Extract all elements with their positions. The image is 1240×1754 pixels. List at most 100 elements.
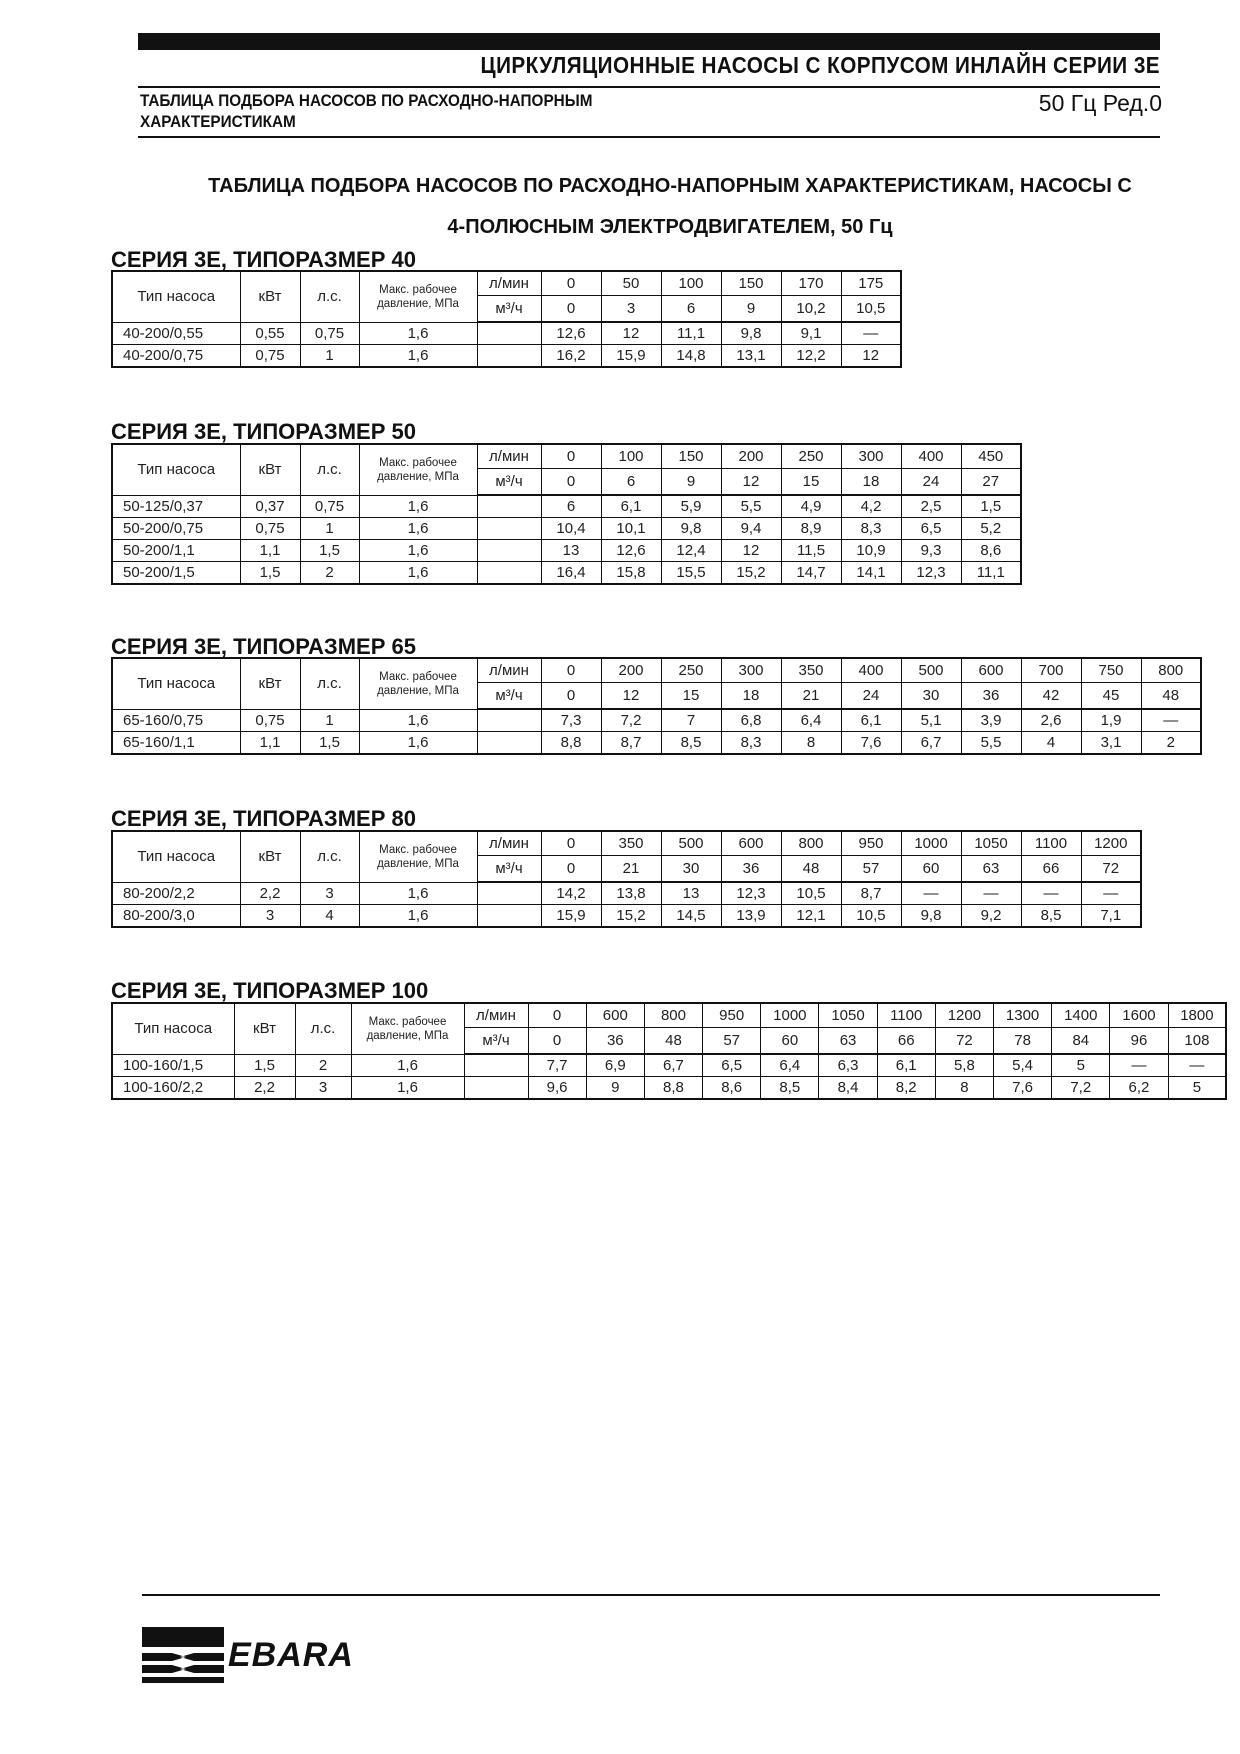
document-title: ЦИРКУЛЯЦИОННЫЕ НАСОСЫ С КОРПУСОМ ИНЛАЙН … [480,52,1160,78]
flow-m3h: 0 [540,855,602,883]
flow-m3h: 18 [840,468,902,496]
power-kw: 0,75 [239,708,301,732]
empty-cell [463,1053,529,1077]
flow-m3h: 6 [660,295,722,323]
head-value: 8,3 [720,731,782,755]
head-value: 7,3 [540,708,602,732]
head-value: 11,1 [960,561,1022,585]
ebara-logo-icon [142,1627,224,1683]
empty-cell [463,1076,529,1100]
head-value: 13 [540,539,602,562]
pump-type: 50-200/1,1 [111,539,241,562]
flow-lmin: 300 [840,443,902,469]
table-row: 100-160/2,2 2,2 3 1,6 9,6 9 8,8 8,6 8,5 8,4 8,2 8 7,… [111,1076,1227,1100]
flow-m3h: 21 [780,682,842,710]
power-kw: 1,1 [239,731,301,755]
flow-m3h: 63 [818,1027,878,1055]
head-value: 7,2 [600,708,662,732]
main-title-line1: ТАБЛИЦА ПОДБОРА НАСОСОВ ПО РАСХОДНО-НАПО… [208,175,1132,197]
table-row: 40-200/0,55 0,55 0,75 1,6 12,6 12 11,1 9,8 9,1— [111,321,902,345]
head-value: — [1080,881,1142,905]
flow-m3h: 3 [600,295,662,323]
head-value: 12,3 [720,881,782,905]
head-value: 8,7 [840,881,902,905]
power-kw: 1,5 [233,1053,296,1077]
head-value: 13,9 [720,904,782,928]
flow-lmin: 800 [643,1002,704,1028]
empty-cell [476,881,542,905]
head-value: 8,9 [780,517,842,540]
unit-lmin: л/мин [476,270,542,296]
flow-lmin: 1100 [1020,830,1082,856]
flow-lmin: 50 [600,270,662,296]
head-value: 5,9 [660,494,722,518]
max-pressure: 1,6 [350,1076,465,1100]
head-value: 9,2 [960,904,1022,928]
header-row: м³/ч 0 3 6 9 10,2 10,5 [112,295,902,323]
flow-lmin: 500 [900,657,962,683]
col-kw: кВт [239,657,301,710]
head-value: 7,6 [992,1076,1053,1100]
head-value: 5,5 [960,731,1022,755]
max-pressure: 1,6 [358,539,478,562]
flow-m3h: 66 [1020,855,1082,883]
flow-m3h: 15 [660,682,722,710]
pump-type: 80-200/2,2 [111,881,241,905]
flow-lmin: 250 [660,657,722,683]
flow-lmin: 175 [840,270,902,296]
max-pressure: 1,6 [358,881,478,905]
head-value: 6,4 [780,708,842,732]
flow-m3h: 6 [600,468,662,496]
max-pressure: 1,6 [358,561,478,585]
head-value: 8,5 [660,731,722,755]
col-type: Тип насоса [111,657,241,710]
table-row: 65-160/0,75 0,75 1 1,6 7,3 7,2 7 6,8 6,4 6,1 5,1 3,… [111,708,1202,732]
head-value: 10,1 [600,517,662,540]
col-pressure: Макс. рабочее давление, МПа [358,270,478,323]
flow-lmin: 100 [600,443,662,469]
empty-cell [476,904,542,928]
col-type: Тип насоса [111,830,241,883]
head-value: 8,5 [1020,904,1082,928]
unit-lmin: л/мин [476,657,542,683]
flow-m3h: 84 [1051,1027,1111,1055]
flow-m3h: 9 [720,295,782,323]
flow-m3h: 10,2 [780,295,842,323]
flow-lmin: 400 [840,657,902,683]
flow-lmin: 0 [527,1002,587,1028]
col-hp: л.с. [299,443,360,496]
footer-divider [142,1594,1160,1596]
flow-m3h: 36 [960,682,1022,710]
head-value: — [900,881,962,905]
flow-lmin: 600 [585,1002,645,1028]
flow-lmin: 0 [540,270,602,296]
power-kw: 0,55 [239,321,301,345]
flow-lmin: 0 [540,830,602,856]
series-heading: СЕРИЯ 3Е, ТИПОРАЗМЕР 65 [111,634,416,659]
flow-lmin: 1400 [1051,1002,1111,1028]
table-row: 65-160/1,1 1,1 1,5 1,6 8,8 8,7 8,5 8,3 8 7,6 6,7 5,… [111,731,1202,755]
table-row: 50-200/0,75 0,75 1 1,6 10,4 10,1 9,8 9,4 8,9 8,3 6… [111,517,1022,540]
pump-type: 50-125/0,37 [111,494,241,518]
pump-type: 65-160/0,75 [111,708,241,732]
flow-m3h: 108 [1167,1027,1227,1055]
table-row: 50-125/0,37 0,37 0,75 1,6 6 6,1 5,9 5,5 4,9 4,2 2,… [111,494,1022,518]
flow-m3h: 42 [1020,682,1082,710]
main-title-line2: 4-ПОЛЮСНЫМ ЭЛЕКТРОДВИГАТЕЛЕМ, 50 Гц [447,216,893,238]
head-value: 6,5 [900,517,962,540]
flow-lmin: 0 [540,657,602,683]
col-kw: кВт [233,1002,296,1055]
flow-m3h: 72 [934,1027,995,1055]
head-value: 2,5 [900,494,962,518]
flow-m3h: 10,5 [840,295,902,323]
head-value: 8,5 [760,1076,820,1100]
head-value: 6,4 [760,1053,820,1077]
flow-lmin: 200 [600,657,662,683]
header-row: Тип насоса кВт л.с. Макс. рабочее давление,… [111,657,1202,710]
unit-m3h: м³/ч [476,855,542,883]
flow-m3h: 21 [600,855,662,883]
power-kw: 0,37 [239,494,301,518]
header-bar [138,33,1160,50]
power-hp: 1,5 [299,539,360,562]
empty-cell [476,561,542,585]
